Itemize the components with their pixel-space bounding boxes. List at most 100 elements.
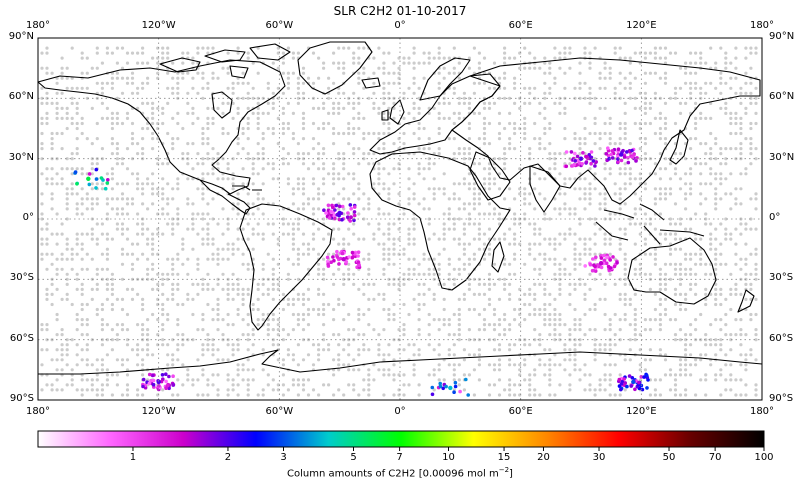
no-data-point bbox=[558, 262, 562, 266]
no-data-point bbox=[201, 287, 205, 291]
no-data-point bbox=[211, 217, 215, 221]
no-data-point bbox=[457, 363, 461, 367]
no-data-point bbox=[352, 328, 356, 332]
no-data-point bbox=[75, 277, 79, 281]
no-data-point bbox=[201, 318, 205, 322]
no-data-point bbox=[115, 207, 119, 211]
no-data-point bbox=[65, 277, 69, 281]
no-data-point bbox=[136, 212, 140, 216]
no-data-point bbox=[658, 76, 663, 80]
no-data-point bbox=[166, 131, 170, 136]
no-data-point bbox=[246, 81, 250, 85]
no-data-point bbox=[342, 131, 346, 136]
no-data-point bbox=[377, 167, 381, 171]
no-data-point bbox=[588, 237, 592, 241]
no-data-point bbox=[156, 318, 160, 322]
no-data-point bbox=[90, 202, 94, 206]
no-data-point bbox=[196, 232, 200, 236]
no-data-point bbox=[749, 147, 753, 151]
no-data-point bbox=[327, 111, 331, 115]
no-data-point bbox=[226, 287, 230, 291]
no-data-point bbox=[402, 212, 406, 216]
no-data-point bbox=[70, 257, 74, 261]
coast-india bbox=[529, 165, 561, 213]
no-data-point bbox=[628, 71, 632, 75]
no-data-point bbox=[673, 272, 678, 276]
no-data-point bbox=[50, 192, 54, 196]
no-data-point bbox=[65, 247, 69, 251]
no-data-point bbox=[211, 383, 215, 387]
no-data-point bbox=[447, 227, 451, 231]
no-data-point bbox=[402, 328, 406, 332]
no-data-point bbox=[749, 142, 753, 146]
no-data-point bbox=[623, 86, 627, 90]
no-data-point bbox=[633, 292, 637, 296]
no-data-point bbox=[377, 147, 381, 151]
no-data-point bbox=[261, 147, 265, 151]
no-data-point bbox=[55, 267, 59, 271]
no-data-point bbox=[724, 157, 728, 161]
no-data-point bbox=[749, 51, 753, 55]
no-data-point bbox=[392, 242, 396, 246]
no-data-point bbox=[75, 86, 79, 90]
no-data-point bbox=[729, 378, 733, 382]
no-data-point bbox=[618, 172, 622, 176]
no-data-point bbox=[684, 368, 688, 372]
no-data-point bbox=[80, 282, 84, 286]
no-data-point bbox=[719, 46, 723, 50]
no-data-point bbox=[196, 328, 200, 332]
no-data-point bbox=[608, 237, 612, 241]
no-data-point bbox=[472, 393, 476, 397]
no-data-point bbox=[593, 358, 597, 362]
hotspot-point bbox=[348, 203, 353, 207]
no-data-point bbox=[75, 207, 79, 211]
no-data-point bbox=[749, 197, 753, 201]
no-data-point bbox=[45, 227, 49, 231]
no-data-point bbox=[553, 237, 557, 241]
no-data-point bbox=[136, 152, 140, 156]
colorbar-label-end: ] bbox=[509, 468, 513, 480]
no-data-point bbox=[271, 272, 275, 276]
no-data-point bbox=[462, 147, 466, 151]
no-data-point bbox=[382, 212, 386, 216]
hotspot-point bbox=[340, 251, 345, 256]
no-data-point bbox=[337, 302, 341, 307]
no-data-point bbox=[593, 232, 597, 236]
no-data-point bbox=[352, 116, 356, 120]
no-data-point bbox=[477, 61, 481, 65]
no-data-point bbox=[85, 333, 89, 337]
no-data-point bbox=[538, 252, 542, 256]
no-data-point bbox=[90, 207, 94, 211]
no-data-point bbox=[337, 172, 341, 176]
no-data-point bbox=[568, 46, 572, 50]
no-data-point bbox=[362, 116, 366, 120]
no-data-point bbox=[317, 307, 321, 312]
no-data-point bbox=[684, 227, 688, 231]
no-data-point bbox=[744, 46, 748, 50]
no-data-point bbox=[749, 353, 753, 357]
no-data-point bbox=[206, 126, 210, 131]
no-data-point bbox=[663, 126, 668, 131]
no-data-point bbox=[271, 222, 275, 226]
no-data-point bbox=[301, 312, 306, 317]
no-data-point bbox=[251, 368, 255, 372]
no-data-point bbox=[628, 217, 632, 221]
no-data-point bbox=[45, 252, 49, 256]
no-data-point bbox=[241, 96, 245, 100]
no-data-point bbox=[286, 257, 290, 261]
no-data-point bbox=[110, 172, 114, 176]
no-data-point bbox=[638, 232, 642, 236]
no-data-point bbox=[694, 71, 698, 75]
no-data-point bbox=[55, 368, 59, 372]
no-data-point bbox=[573, 232, 577, 236]
no-data-point bbox=[583, 81, 587, 85]
no-data-point bbox=[503, 96, 507, 100]
hotspot-point bbox=[337, 204, 342, 209]
no-data-point bbox=[337, 267, 341, 271]
no-data-point bbox=[241, 71, 245, 75]
no-data-point bbox=[427, 217, 431, 221]
no-data-point bbox=[563, 71, 567, 75]
lat-tick-left: 60°S bbox=[9, 332, 34, 344]
no-data-point bbox=[618, 187, 622, 191]
no-data-point bbox=[533, 312, 537, 317]
